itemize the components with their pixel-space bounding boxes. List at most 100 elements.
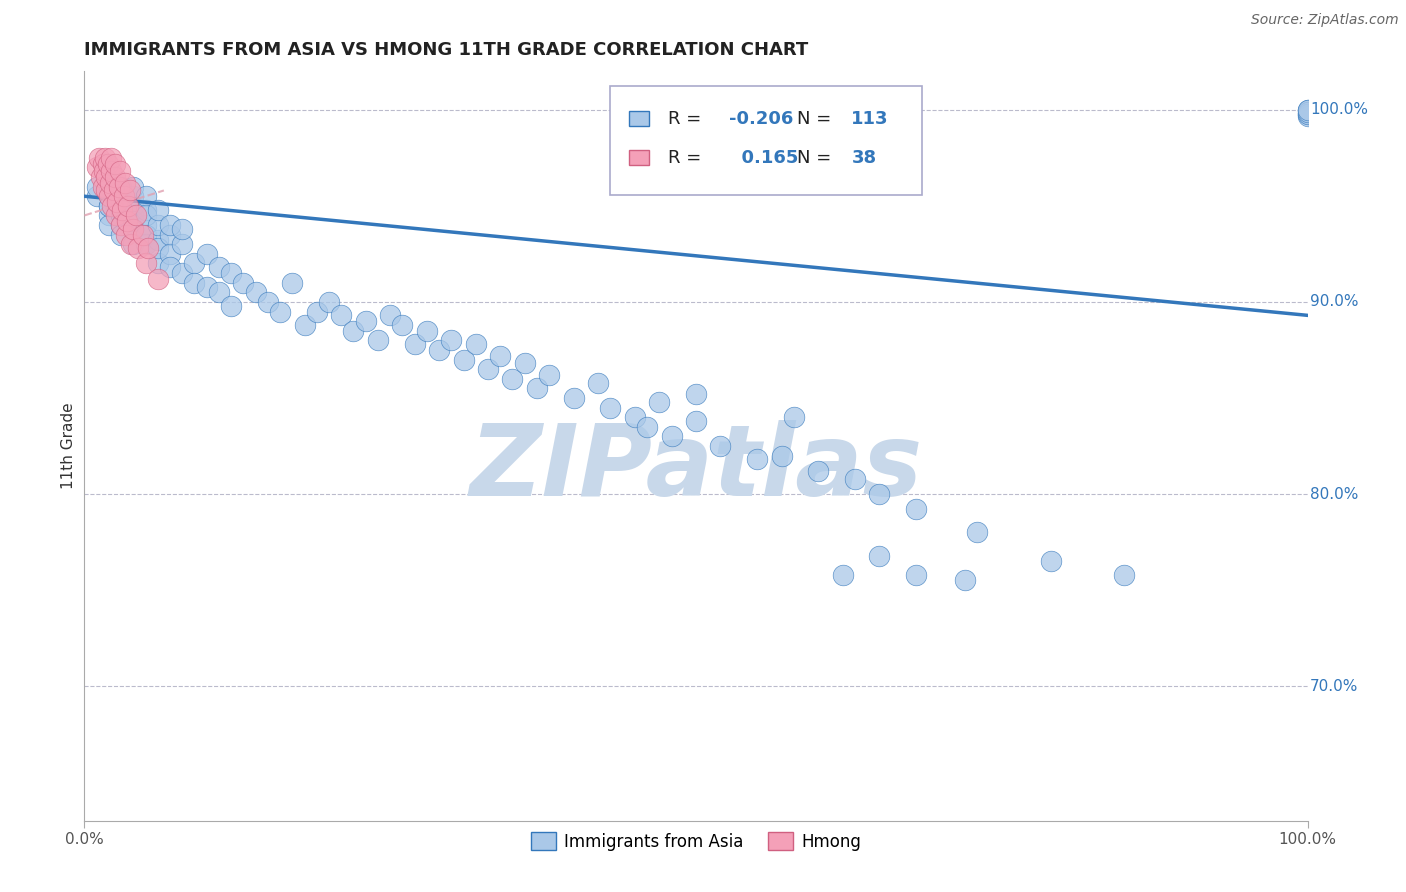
Point <box>648 394 671 409</box>
Point <box>146 241 169 255</box>
Point <box>127 241 149 255</box>
Point <box>599 401 621 415</box>
Point <box>146 202 169 217</box>
Legend: Immigrants from Asia, Hmong: Immigrants from Asia, Hmong <box>524 825 868 857</box>
Point <box>97 199 120 213</box>
Point <box>86 161 108 175</box>
Point <box>783 410 806 425</box>
Point <box>146 272 169 286</box>
Point <box>96 184 118 198</box>
Point <box>97 156 120 170</box>
Point <box>104 169 127 184</box>
Point <box>111 202 134 217</box>
Point <box>159 227 181 242</box>
Point <box>195 279 218 293</box>
Point <box>953 574 976 588</box>
Point <box>108 164 131 178</box>
Point <box>636 419 658 434</box>
Point <box>91 156 114 170</box>
Point <box>172 237 194 252</box>
Point <box>219 266 242 280</box>
Point <box>318 294 340 309</box>
Point <box>747 452 769 467</box>
Point <box>112 189 135 203</box>
Point <box>183 276 205 290</box>
Point <box>110 184 132 198</box>
Point <box>115 227 138 242</box>
Text: 38: 38 <box>851 149 876 167</box>
Point <box>464 337 486 351</box>
Point <box>1114 567 1136 582</box>
Point <box>1296 104 1319 119</box>
Text: 100.0%: 100.0% <box>1310 103 1368 117</box>
Point <box>107 179 129 194</box>
Point <box>709 439 731 453</box>
Point <box>146 256 169 270</box>
Text: ZIPatlas: ZIPatlas <box>470 420 922 517</box>
Point <box>844 472 866 486</box>
Point <box>122 237 145 252</box>
Point <box>159 260 181 275</box>
Point <box>281 276 304 290</box>
Point <box>453 352 475 367</box>
Point <box>135 209 157 223</box>
Point <box>513 356 536 370</box>
Point <box>135 202 157 217</box>
Text: R =: R = <box>668 110 702 128</box>
FancyBboxPatch shape <box>628 150 650 165</box>
Text: 70.0%: 70.0% <box>1310 679 1358 694</box>
Point <box>807 464 830 478</box>
Point <box>159 218 181 232</box>
Point <box>105 194 128 209</box>
Point <box>404 337 426 351</box>
Point <box>115 214 138 228</box>
Text: N =: N = <box>797 110 832 128</box>
Text: 80.0%: 80.0% <box>1310 486 1358 501</box>
Point <box>624 410 647 425</box>
Point <box>354 314 377 328</box>
Point <box>91 179 114 194</box>
Point <box>905 502 928 516</box>
Point <box>195 247 218 261</box>
Point <box>440 334 463 348</box>
Point <box>110 179 132 194</box>
Point <box>208 260 231 275</box>
Point <box>135 189 157 203</box>
Point <box>110 227 132 242</box>
Point <box>1039 554 1062 568</box>
Point <box>110 194 132 209</box>
Point <box>159 247 181 261</box>
Point <box>831 567 853 582</box>
Point <box>219 299 242 313</box>
Point <box>122 179 145 194</box>
Point <box>94 151 117 165</box>
Point <box>122 189 145 203</box>
Point <box>120 237 142 252</box>
Point <box>1296 106 1319 120</box>
Point <box>136 241 159 255</box>
Point <box>118 184 141 198</box>
Text: R =: R = <box>668 149 702 167</box>
Point <box>172 266 194 280</box>
Point <box>93 164 115 178</box>
FancyBboxPatch shape <box>628 112 650 126</box>
Point <box>380 309 402 323</box>
Point <box>869 549 891 563</box>
Point <box>294 318 316 332</box>
Point <box>661 429 683 443</box>
Point <box>97 209 120 223</box>
Point <box>502 372 524 386</box>
Text: IMMIGRANTS FROM ASIA VS HMONG 11TH GRADE CORRELATION CHART: IMMIGRANTS FROM ASIA VS HMONG 11TH GRADE… <box>84 41 808 59</box>
Point <box>416 324 439 338</box>
Point <box>122 199 145 213</box>
Text: Source: ZipAtlas.com: Source: ZipAtlas.com <box>1251 13 1399 28</box>
Point <box>1296 103 1319 117</box>
Point <box>97 189 120 203</box>
Point <box>526 381 548 395</box>
Point <box>257 294 280 309</box>
Point <box>103 184 125 198</box>
Point <box>135 227 157 242</box>
Point <box>208 285 231 300</box>
Point <box>427 343 450 357</box>
Point <box>97 218 120 232</box>
